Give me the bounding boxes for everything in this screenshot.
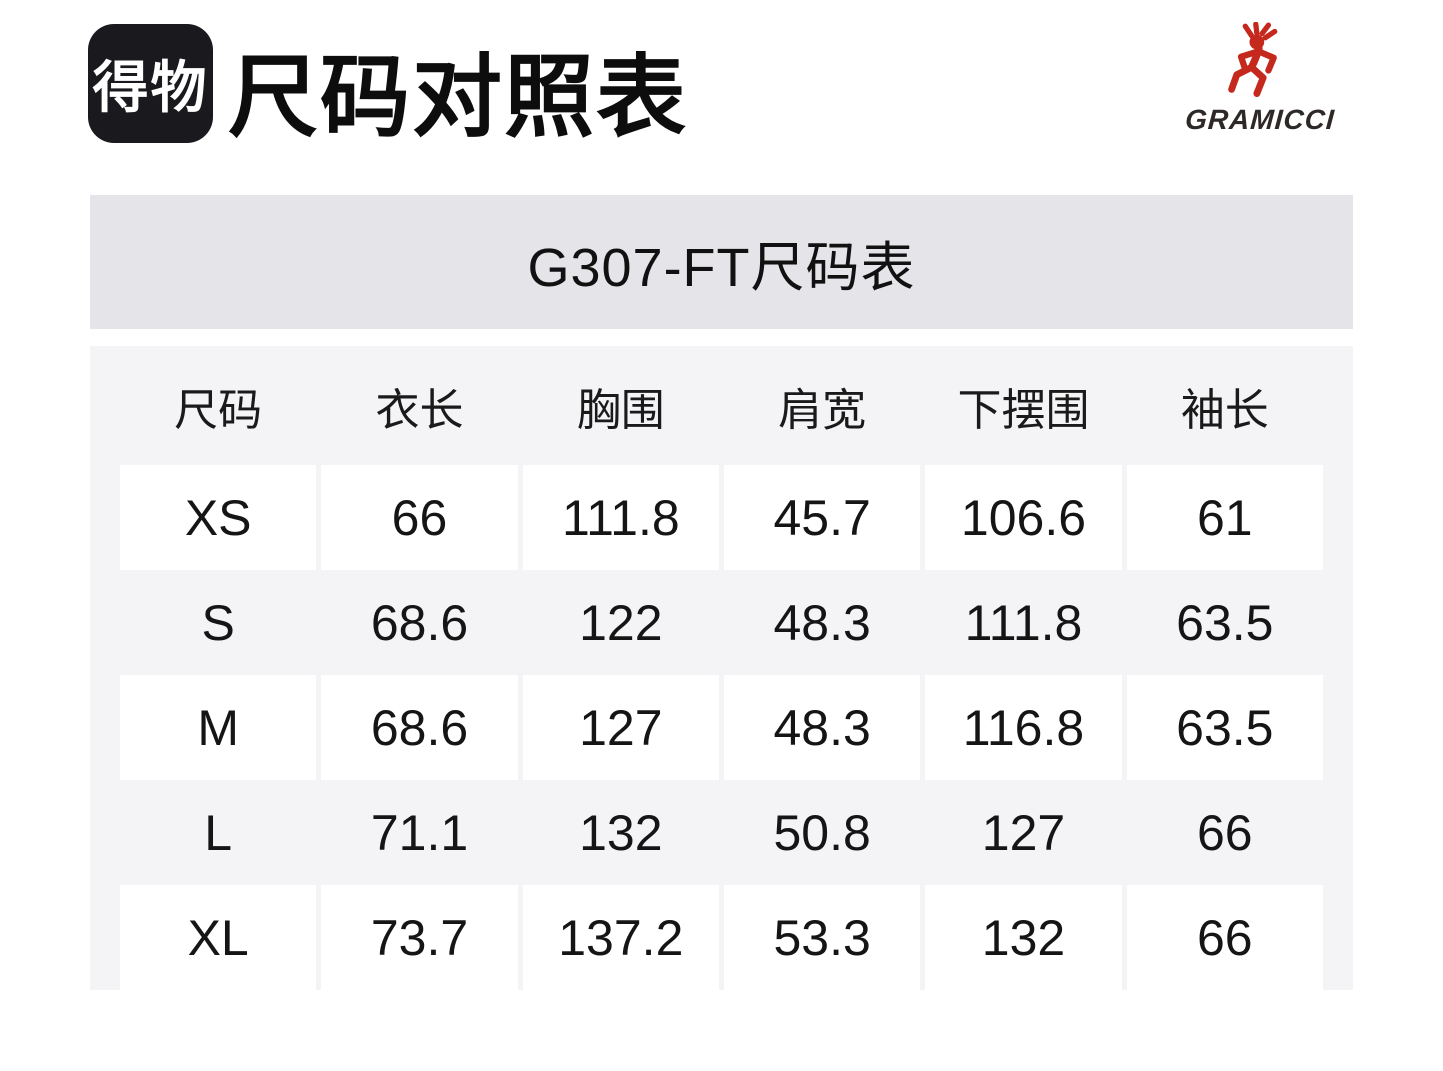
measurement-cell: 63.5 — [1176, 594, 1274, 651]
table-row: XS 66 111.8 45.7 106.6 61 — [120, 465, 1323, 570]
running-man-icon — [1228, 22, 1278, 97]
measurement-cell: 66 — [1126, 885, 1323, 990]
measurement-cell: 68.6 — [321, 675, 518, 780]
table-title-banner: G307-FT尺码表 — [90, 195, 1353, 329]
size-label-cell: XS — [120, 465, 317, 570]
measurement-cell: 45.7 — [723, 465, 921, 570]
column-header: 尺码 — [174, 385, 263, 435]
column-header: 下摆围 — [957, 385, 1090, 435]
measurement-cell: 53.3 — [723, 885, 921, 990]
measurement-cell: 61 — [1126, 465, 1323, 570]
measurement-cell: 111.8 — [964, 594, 1083, 651]
measurement-cell: 48.3 — [723, 675, 921, 780]
gramicci-logo: GRAMICCI — [1184, 22, 1336, 138]
table-row: L 71.1 132 50.8 127 66 — [120, 780, 1323, 885]
measurement-cell: 106.6 — [925, 465, 1122, 570]
size-label-cell: S — [201, 594, 235, 651]
size-label-cell: XL — [120, 885, 317, 990]
measurement-cell: 132 — [925, 885, 1122, 990]
table-row: XL 73.7 137.2 53.3 132 66 — [120, 885, 1323, 990]
column-header: 肩宽 — [778, 385, 867, 435]
column-header: 胸围 — [576, 385, 665, 435]
table-header-row: 尺码 衣长 胸围 肩宽 下摆围 袖长 — [120, 346, 1323, 465]
measurement-cell: 111.8 — [522, 465, 719, 570]
measurement-cell: 66 — [321, 465, 518, 570]
table-title: G307-FT尺码表 — [527, 237, 916, 298]
measurement-cell: 132 — [579, 804, 663, 861]
measurement-cell: 50.8 — [773, 804, 871, 861]
table-row: M 68.6 127 48.3 116.8 63.5 — [120, 675, 1323, 780]
measurement-cell: 122 — [579, 594, 663, 651]
table-row: S 68.6 122 48.3 111.8 63.5 — [120, 570, 1323, 675]
column-header: 衣长 — [375, 385, 464, 435]
measurement-cell: 116.8 — [925, 675, 1122, 780]
measurement-cell: 71.1 — [370, 804, 469, 861]
column-header: 袖长 — [1180, 385, 1269, 435]
measurement-cell: 127 — [981, 804, 1066, 861]
size-table: 尺码 衣长 胸围 肩宽 下摆围 袖长 XS 66 111.8 45.7 106.6 61 S 68.6 12… — [90, 346, 1353, 990]
dewu-logo-text: 得物 — [92, 56, 209, 119]
gramicci-wordmark: GRAMICCI — [1184, 104, 1336, 135]
measurement-cell: 68.6 — [370, 594, 469, 651]
size-label-cell: M — [120, 675, 317, 780]
measurement-cell: 73.7 — [321, 885, 518, 990]
dewu-app-logo: 得物 — [88, 24, 213, 143]
measurement-cell: 66 — [1197, 804, 1253, 861]
measurement-cell: 48.3 — [773, 594, 871, 651]
measurement-cell: 63.5 — [1126, 675, 1323, 780]
size-label-cell: L — [204, 804, 233, 861]
page-title: 尺码对照表 — [228, 48, 688, 148]
measurement-cell: 137.2 — [522, 885, 719, 990]
measurement-cell: 127 — [522, 675, 719, 780]
